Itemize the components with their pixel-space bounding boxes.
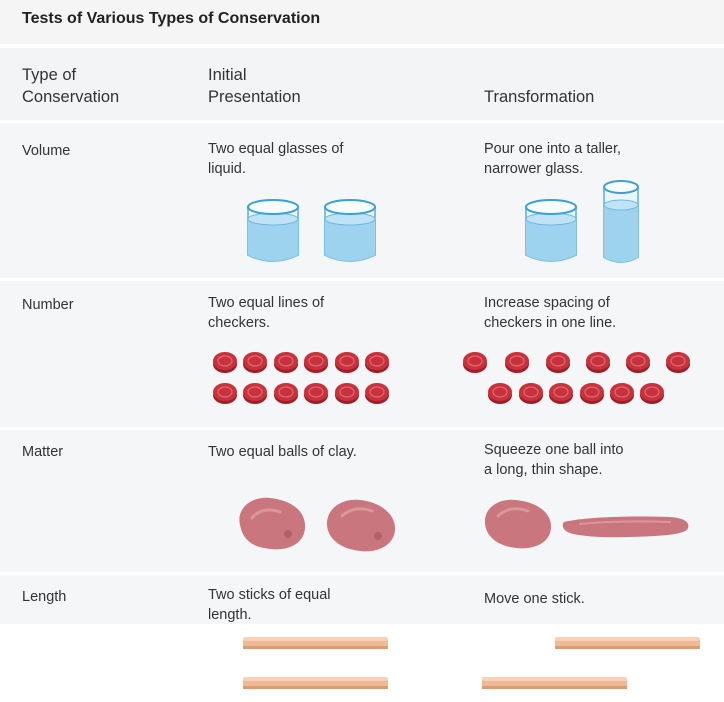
table-row-volume: Volume Two equal glasses of liquid. Pour… [0,123,724,278]
stick-icon [555,637,700,649]
transformation-text-number: Increase spacing of checkers in one line… [484,295,617,331]
stick-icon [243,637,388,649]
checkers-illustration [212,351,691,405]
glasses-initial-illustration [247,199,376,262]
row-label-length: Length [22,589,67,605]
row-label-volume: Volume [22,143,71,159]
row-label-number: Number [22,297,74,313]
initial-text-matter: Two equal balls of clay. [208,444,357,460]
table-row-number: Number Two equal lines of checkers. Incr… [0,281,724,427]
stick-icon [243,677,388,689]
glasses-transformation-illustration [525,180,639,263]
transformation-text-matter: Squeeze one ball into a long, thin shape… [484,442,624,478]
title-bar: Tests of Various Types of Conservation [0,0,724,44]
clay-rope-icon [562,516,689,538]
table-row-matter: Matter Two equal balls of clay. Squeeze … [0,430,724,572]
clay-ball-icon [239,497,306,550]
row-divider [0,427,724,430]
glass-icon [324,199,376,262]
header-initial: Initial Presentation [208,66,301,106]
transformation-text-length: Move one stick. [484,591,585,607]
header-type: Type of Conservation [22,66,120,106]
header-transformation: Transformation [484,88,595,106]
glass-icon [525,199,577,262]
checker-line-unchanged [487,382,665,405]
table-title: Tests of Various Types of Conservation [22,10,321,27]
row-divider [0,572,724,575]
initial-text-length: Two sticks of equal length. [208,587,331,623]
sticks-illustration [243,637,700,689]
header-row: Type of Conservation Initial Presentatio… [0,48,724,120]
row-label-matter: Matter [22,444,64,460]
tall-glass-icon [603,180,639,263]
glass-icon [247,199,299,262]
clay-ball-icon [484,499,552,549]
clay-illustration [239,497,689,552]
row-divider [0,278,724,281]
checker-line-initial-top [212,351,390,374]
initial-text-volume: Two equal glasses of liquid. [208,141,344,177]
transformation-text-volume: Pour one into a taller, narrower glass. [484,141,622,177]
clay-ball-icon [326,499,396,552]
stick-icon [482,677,627,689]
checker-line-initial-bottom [212,382,390,405]
checker-line-spaced [462,351,691,374]
initial-text-number: Two equal lines of checkers. [208,295,325,331]
